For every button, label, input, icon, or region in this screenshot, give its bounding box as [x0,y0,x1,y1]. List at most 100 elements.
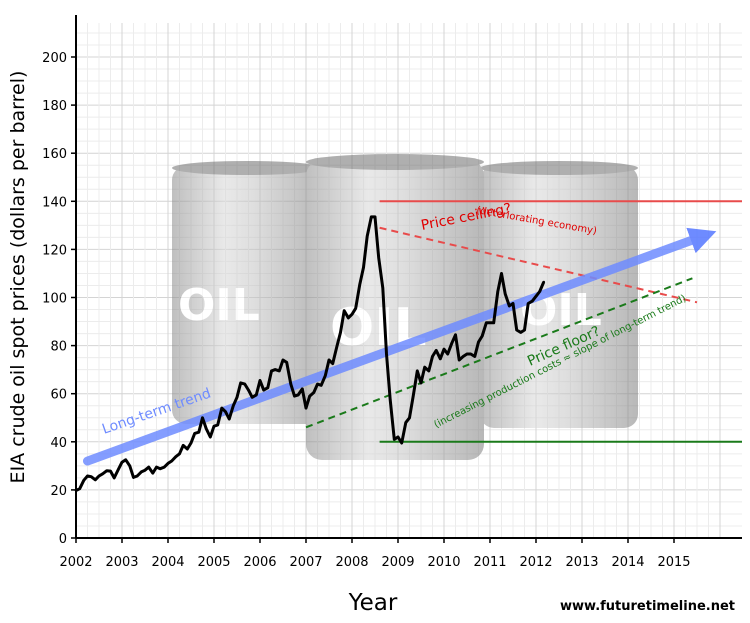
x-tick-label: 2012 [519,555,552,570]
price-point [136,474,139,478]
price-point [281,358,285,362]
price-point [308,394,311,398]
price-point [155,465,158,469]
price-point [178,452,181,455]
x-tick-label: 2004 [151,555,184,570]
x-tick-label: 2015 [657,555,690,570]
x-axis-title: Year [348,590,398,616]
barrel-middle [306,160,484,460]
price-point [519,331,522,334]
price-point [182,444,185,447]
price-point [216,423,219,427]
price-point [527,302,530,305]
price-point [170,459,173,463]
price-point [389,398,392,401]
price-point [511,302,515,305]
price-point [82,479,86,482]
x-tick-label: 2013 [565,555,598,570]
y-tick-label: 80 [50,340,67,355]
price-point [124,458,127,461]
price-point [209,435,212,439]
price-point [492,321,495,324]
price-point [343,309,346,312]
price-point [113,476,116,480]
price-point [446,352,449,356]
price-point [385,352,388,356]
price-point [86,474,89,478]
price-point [120,461,124,464]
price-point [534,295,538,298]
price-point [255,393,258,397]
price-point [431,355,434,358]
y-tick-label: 60 [50,388,67,403]
x-tick-label: 2005 [197,555,230,570]
price-point [78,487,81,490]
price-point [377,256,380,259]
price-point [454,333,457,336]
price-point [462,355,465,358]
x-tick-label: 2008 [335,555,368,570]
price-point [362,266,365,269]
price-point [469,352,472,356]
x-tick-label: 2014 [611,555,644,570]
price-point [109,469,112,473]
price-point [458,358,461,362]
price-point [370,215,373,219]
price-point [101,472,104,475]
y-tick-label: 0 [59,532,67,547]
price-point [312,391,315,394]
price-point [304,406,308,410]
price-point [339,331,342,334]
price-point [496,290,499,293]
price-point [235,396,239,399]
price-point [350,313,354,316]
price-point [258,379,262,382]
price-points [74,215,545,492]
x-tick-label: 2009 [381,555,414,570]
x-tick-label: 2007 [289,555,322,570]
price-point [232,404,235,407]
price-point [366,235,369,238]
price-point [331,362,334,365]
price-point [147,465,150,469]
price-point [412,394,415,398]
price-point [335,345,338,348]
barrel-label-left: OIL [178,280,260,331]
price-point [354,307,357,310]
price-point [285,361,288,364]
y-tick-label: 200 [42,51,67,66]
price-point [531,299,534,303]
price-point [224,410,227,413]
price-point [239,381,242,385]
price-point [128,464,131,468]
x-tick-label: 2006 [243,555,276,570]
price-point [90,475,93,478]
price-point [74,489,78,492]
price-point [247,388,250,392]
x-tick-label: 2010 [427,555,460,570]
price-point [450,342,453,345]
price-point [186,447,189,451]
price-point [151,471,154,475]
price-point [274,368,277,371]
price-point [327,358,331,362]
price-point [212,425,216,428]
y-tick-label: 20 [50,484,67,499]
x-tick-label: 2011 [473,555,506,570]
price-point [416,369,419,373]
price-point [105,469,109,472]
price-point [228,417,231,421]
price-point [97,474,101,478]
price-point [504,292,507,296]
price-point [166,462,170,465]
price-point [419,381,423,385]
price-point [243,382,246,386]
price-point [159,467,162,470]
price-point [289,382,292,386]
price-point [381,286,384,290]
price-point [404,421,407,424]
price-point [316,382,319,386]
price-point [320,384,323,387]
price-point [515,328,518,332]
